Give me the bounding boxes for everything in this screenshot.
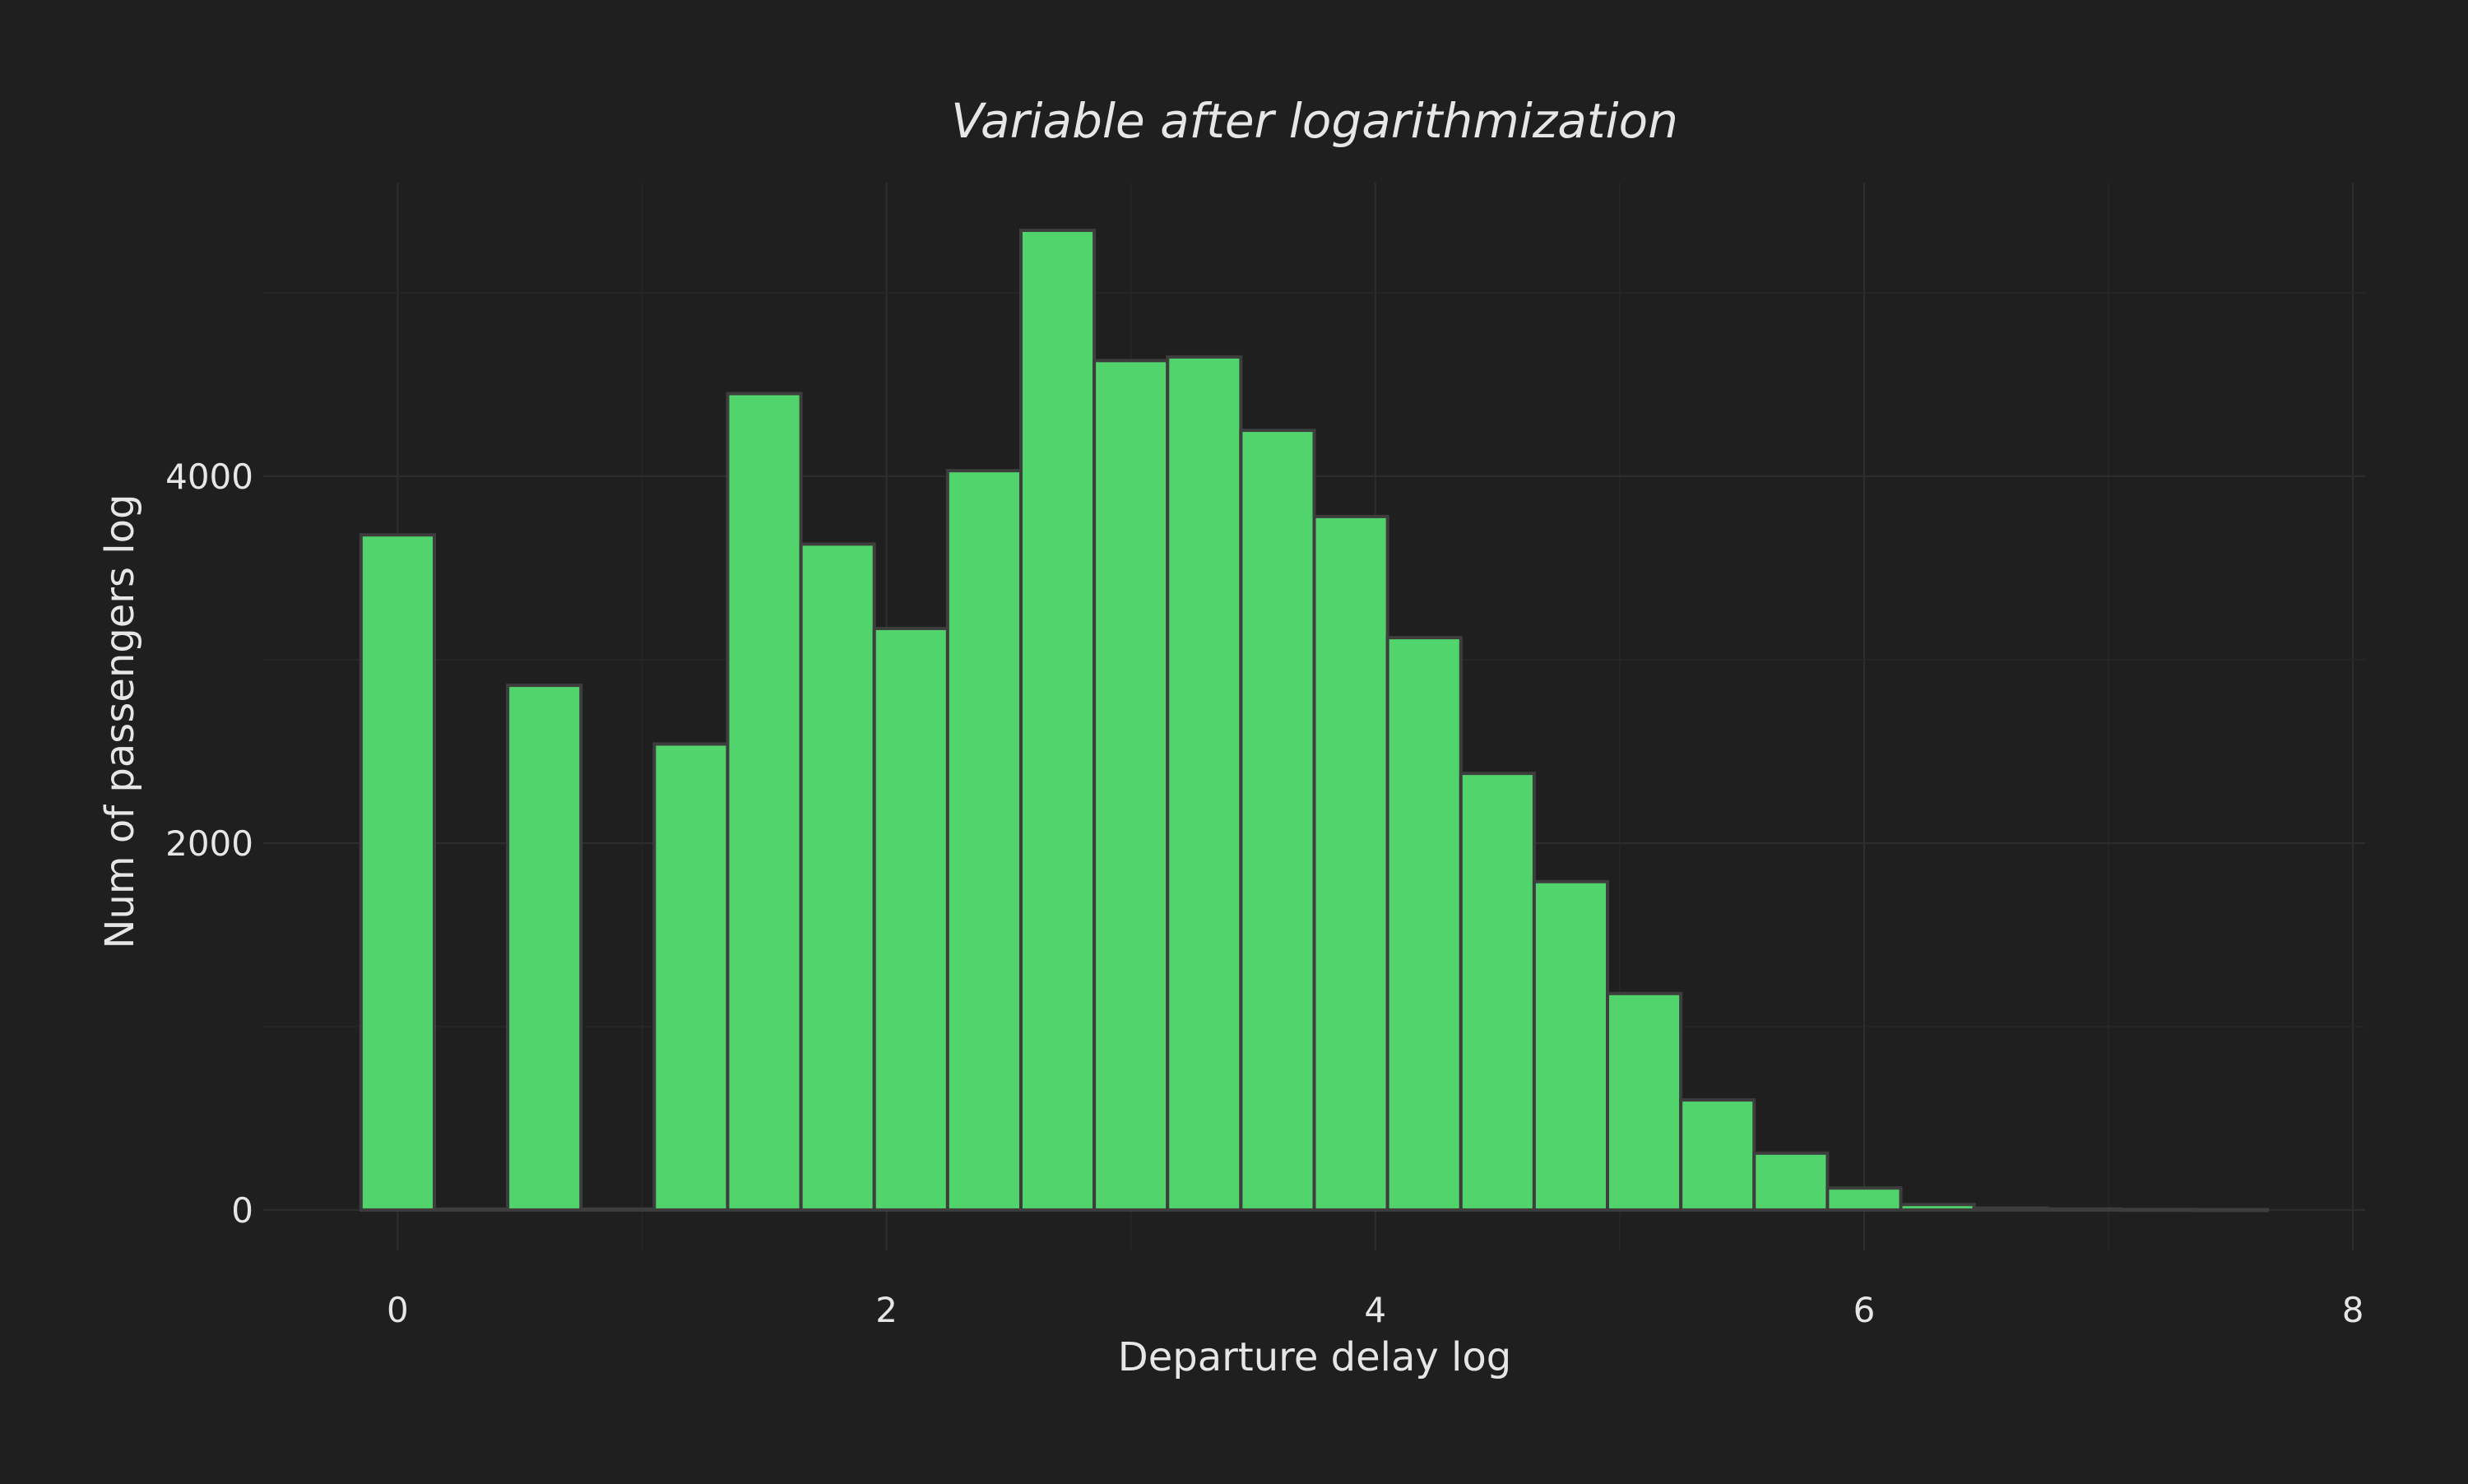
- histogram-bar: [2118, 1208, 2197, 1213]
- histogram-bar: [726, 392, 803, 1212]
- histogram-bar: [872, 626, 949, 1212]
- y-tick-label: 0: [231, 1190, 253, 1231]
- histogram-bar: [2045, 1207, 2122, 1212]
- histogram-bar: [1899, 1203, 1976, 1212]
- histogram-bar: [1385, 636, 1463, 1212]
- histogram-bar: [359, 533, 436, 1212]
- histogram-bar: [1679, 1098, 1756, 1212]
- histogram-bar: [1459, 772, 1536, 1212]
- y-tick-label: 4000: [165, 457, 253, 497]
- histogram-bar: [1166, 355, 1243, 1212]
- histogram-bar: [506, 684, 583, 1212]
- x-axis-ticks: 0 2 4 6 8: [387, 1290, 2364, 1330]
- histogram-bar: [432, 1207, 510, 1212]
- histogram-bar: [2192, 1208, 2270, 1213]
- histogram-bar: [652, 742, 730, 1212]
- x-tick-label: 6: [1853, 1290, 1876, 1330]
- y-tick-label: 2000: [165, 823, 253, 864]
- histogram-bar: [1093, 359, 1170, 1212]
- histogram-bar: [799, 542, 876, 1212]
- histogram-bar: [579, 1207, 656, 1212]
- x-tick-label: 0: [387, 1290, 409, 1330]
- x-axis-title: Departure delay log: [1118, 1334, 1511, 1380]
- histogram-bar: [1825, 1186, 1903, 1212]
- histogram-bar: [945, 469, 1023, 1212]
- histogram-bar: [1018, 228, 1097, 1212]
- histogram-bar: [1606, 991, 1683, 1212]
- y-axis-title: Num of passengers log: [97, 494, 143, 949]
- bars: [359, 228, 2270, 1213]
- histogram-bar: [1752, 1151, 1830, 1212]
- histogram-bar: [1312, 514, 1389, 1212]
- x-tick-label: 8: [2342, 1290, 2364, 1330]
- chart-title: Variable after logarithmization: [951, 93, 1678, 149]
- histogram-bar: [1239, 429, 1316, 1212]
- y-axis-ticks: 0 2000 4000: [165, 457, 253, 1231]
- histogram-bar: [1532, 879, 1610, 1212]
- histogram-bar: [1972, 1206, 2049, 1212]
- x-tick-label: 4: [1364, 1290, 1386, 1330]
- x-tick-label: 2: [875, 1290, 898, 1330]
